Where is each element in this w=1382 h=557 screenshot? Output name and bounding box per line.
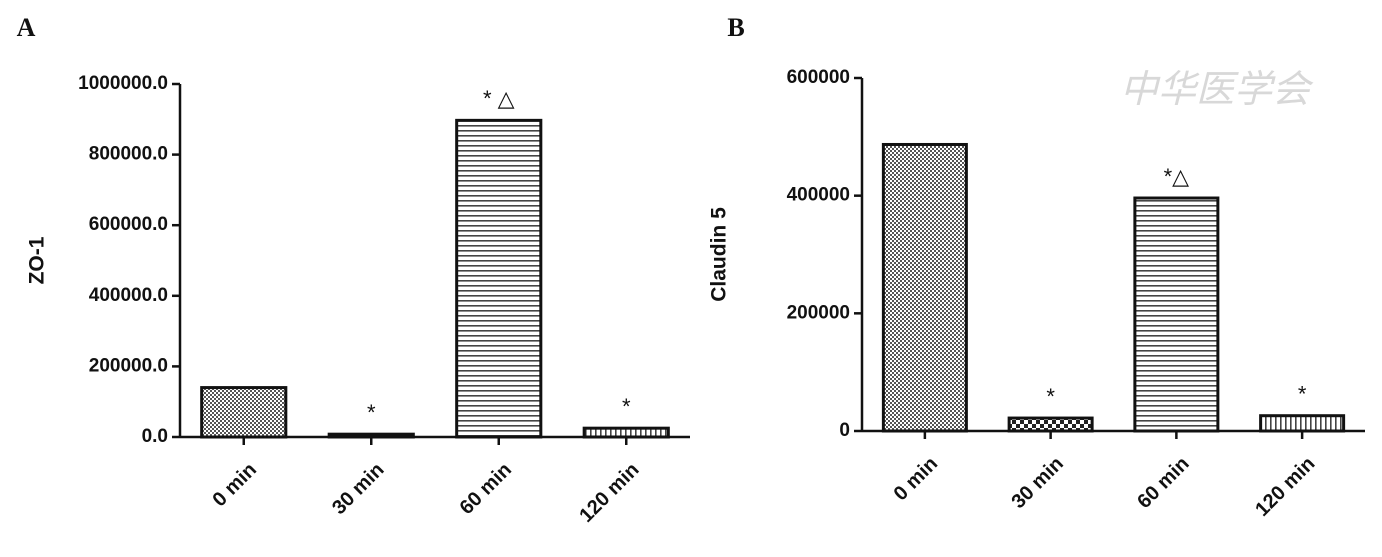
y-axis-label: Claudin 5	[708, 207, 731, 302]
x-tick-label: 30 min	[1008, 453, 1068, 513]
y-tick-label: 200000.0	[89, 355, 168, 376]
significance-mark: *	[1298, 382, 1307, 407]
significance-mark: * △	[483, 86, 515, 111]
x-tick-label: 60 min	[1133, 453, 1193, 513]
bar	[1007, 416, 1094, 433]
significance-mark: *△	[1164, 164, 1190, 189]
bar	[200, 386, 288, 439]
significance-mark: *	[622, 394, 631, 419]
panel-label: A	[17, 13, 36, 42]
significance-mark: *	[367, 400, 376, 425]
y-tick-label: 600000	[787, 67, 850, 88]
y-axis-label: ZO-1	[26, 236, 49, 284]
x-tick-label: 120 min	[575, 459, 643, 527]
bar	[327, 432, 415, 439]
y-tick-label: 0.0	[142, 426, 168, 447]
bar	[582, 426, 670, 439]
x-tick-label: 0 min	[209, 459, 262, 512]
bar	[1133, 196, 1220, 433]
y-tick-label: 400000.0	[89, 285, 168, 306]
watermark: 中华医学会	[1120, 69, 1314, 111]
significance-mark: *	[1046, 384, 1055, 409]
bar	[455, 118, 543, 439]
x-tick-label: 0 min	[890, 453, 943, 506]
x-tick-label: 60 min	[456, 459, 516, 519]
y-tick-label: 600000.0	[89, 214, 168, 235]
x-tick-label: 30 min	[328, 459, 388, 519]
y-tick-label: 200000	[787, 302, 850, 323]
y-tick-label: 0	[839, 420, 850, 441]
bar	[881, 142, 968, 433]
y-tick-label: 1000000.0	[78, 73, 168, 94]
x-tick-label: 120 min	[1251, 453, 1319, 521]
panel-label: B	[727, 13, 744, 42]
y-tick-label: 800000.0	[89, 144, 168, 165]
y-tick-label: 400000	[787, 185, 850, 206]
bar	[1259, 414, 1346, 433]
